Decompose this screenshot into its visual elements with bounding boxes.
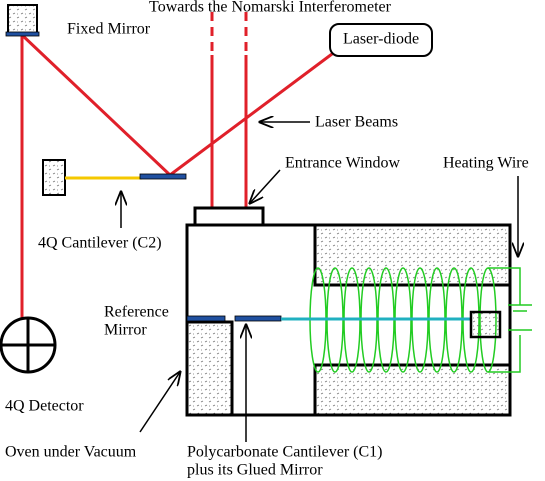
label: Laser-diode (343, 31, 419, 48)
fixed-mirror (5, 4, 40, 37)
label: Oven under Vacuum (5, 444, 137, 461)
laser-diode (329, 23, 433, 57)
label: plus its Glued Mirror (187, 462, 323, 479)
label: Laser Beams (315, 114, 398, 131)
label: Mirror (104, 322, 147, 339)
sample (186, 310, 502, 339)
label: 4Q Cantilever (C2) (38, 235, 162, 252)
cantilever-c2 (42, 159, 187, 196)
label: 4Q Detector (5, 398, 84, 415)
label: Towards the Nomarski Interferometer (149, 0, 392, 16)
label: Heating Wire (443, 155, 529, 172)
label: Fixed Mirror (67, 21, 151, 38)
label: Polycarbonate Cantilever (C1) (187, 444, 383, 461)
label: Entrance Window (285, 155, 400, 172)
arrows (121, 122, 518, 442)
detector (0, 316, 57, 374)
labels: Towards the Nomarski Interferometer Fixe… (5, 0, 529, 479)
label: Reference (104, 304, 169, 321)
